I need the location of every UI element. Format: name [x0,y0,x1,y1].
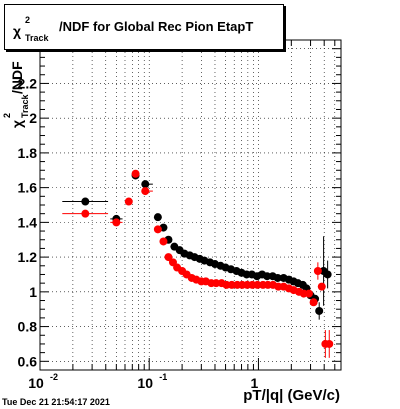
red-data-point [313,267,322,275]
x-tick-label: 10 [137,375,153,391]
x-axis-label: pT/|q| (GeV/c) [243,387,340,404]
y-label-sup: 2 [2,113,12,118]
chart-title-box: χ 2 Track /NDF for Global Rec Pion EtapT [4,4,284,50]
red-data-point [131,169,140,178]
y-tick-label: 2.2 [18,75,38,91]
y-tick-label: 1.4 [18,214,38,230]
black-data-point [263,272,272,281]
y-label-rest: /NDF [9,61,25,94]
y-tick-label: 1.2 [18,249,38,265]
red-data-point [317,282,326,291]
black-data-point [153,213,162,222]
red-data-point [112,218,121,227]
plot-frame [39,39,342,371]
red-data-point [325,339,334,348]
red-data-point [304,289,313,298]
y-tick-label: 1.8 [18,145,38,161]
title-sup: 2 [25,15,31,25]
x-tick-label: 10 [28,375,44,391]
y-tick-label: 0.6 [18,353,38,369]
x-tick-exponent: -1 [159,372,167,382]
red-data-point [159,237,168,246]
y-tick-label: 1 [29,284,37,300]
red-data-point [141,187,150,196]
x-tick-label: 1 [251,375,259,391]
y-tick-label: 1.6 [18,180,38,196]
black-data-point [315,306,324,315]
red-data-point [309,298,318,307]
black-data-point [273,273,282,282]
chart-title: /NDF for Global Rec Pion EtapT [59,19,254,34]
data-points [62,169,334,358]
red-data-point [124,197,133,206]
title-sub: Track [25,33,49,43]
y-label-sub: Track [20,93,30,118]
y-tick-label: 2 [29,110,37,126]
title-chi: χ [13,23,22,39]
red-data-point [253,280,262,289]
x-tick-exponent: -2 [50,372,58,382]
red-data-point [164,253,173,262]
timestamp: Tue Dec 21 21:54:17 2021 [2,397,110,407]
red-data-point [81,209,90,218]
black-data-point [141,180,150,189]
red-data-point [153,225,162,234]
axis-tick-labels: 10 -2 10 -1 1 0.6 0.8 1 1.2 1.4 1.6 1.8 2 2.2 [18,75,259,391]
y-tick-label: 0.8 [18,319,38,335]
y-label-chi: χ [9,120,25,128]
black-data-point [323,270,332,279]
y-axis-label: χ 2 Track /NDF [2,61,30,128]
red-data-point [227,280,236,289]
black-data-point [81,197,90,206]
